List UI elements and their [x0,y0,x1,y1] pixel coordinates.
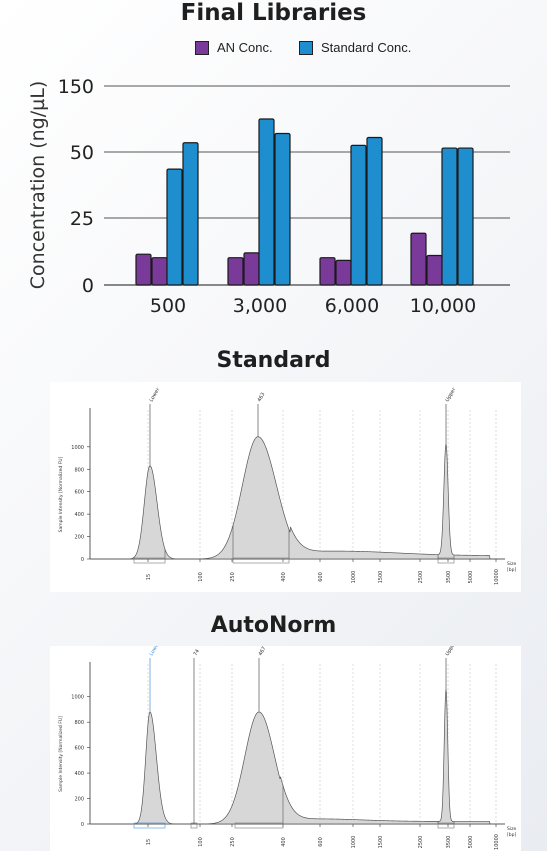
epg-y-axis-label: Sample Intensity [Normalized FU] [58,456,64,532]
bar-y-tick-label: 150 [58,76,94,98]
epg-x-tick-label: 1500 [378,571,384,584]
epg-region-box [437,822,455,829]
epg-region-box [133,557,166,564]
epg-y-tick-label: 400 [74,771,84,777]
epg-x-tick-label: 250 [230,837,236,847]
epg-y-tick-label: 1000 [71,445,84,451]
epg-peak-label: Upper [445,646,458,657]
epg-y-tick-label: 800 [74,467,84,473]
bar-x-tick-label: 3,000 [233,295,287,317]
bar [410,232,427,286]
epg-x-tick-label: 10000 [494,834,500,850]
epg-x-tick-label: 5000 [468,836,474,849]
autonorm-electropherogram: 0 200 400 600 800 1000 Sample Intensity [Norma… [50,646,521,851]
epg-y-tick-label: 600 [74,490,84,496]
epg-x-tick-label: 1500 [378,836,384,849]
epg-peak-label: 74 [193,648,201,657]
bar [274,132,291,286]
standard-title: Standard [216,348,331,373]
epg-x-tick-label: 600 [318,837,324,847]
epg-region-box [234,822,284,829]
bar [227,257,244,286]
epg-trace [90,436,505,560]
epg-y-tick-label: 1000 [71,695,84,701]
bar-marks [135,118,474,286]
bar [426,254,443,286]
epg-x-tick-label: 100 [198,572,204,582]
bar-y-tick-label: 0 [82,275,94,297]
bar [151,257,168,286]
epg-peak-label: 467 [258,646,268,657]
legend-label-standard: Standard Conc. [321,40,412,55]
epg-x-tick-label: 400 [281,572,287,582]
epg-y-tick-label: 600 [74,746,84,752]
final-libraries-title: Final Libraries [180,0,367,26]
bar [258,118,275,286]
epg-peak-label: 463 [257,392,267,403]
epg-x-tick-label: 3500 [446,836,452,849]
bar-x-tick-label: 10,000 [410,295,476,317]
bar-y-tick-label: 25 [70,208,94,230]
epg-x-axis-label: Size [507,561,516,567]
bar-axis-labels: 0 25 50 150 500 3,000 6,000 10,000 [58,76,477,317]
epg-y-axis-label: Sample Intensity [Normalized FU] [58,716,64,792]
epg-y-tick-label: 0 [81,557,84,563]
bar [335,259,352,286]
epg-x-tick-label: 400 [281,837,287,847]
epg-x-tick-label: 1000 [351,836,357,849]
epg-region-box [232,557,290,564]
epg-x-tick-label: 2500 [418,836,424,849]
epg-peak-label: Lower [149,386,162,403]
legend-label-an: AN Conc. [217,40,273,55]
epg-x-tick-label: 2500 [418,571,424,584]
epg-peak-label: Lower [149,646,162,657]
epg-x-tick-label: 5000 [468,571,474,584]
autonorm-title: AutoNorm [210,613,337,638]
bar [350,144,367,286]
bar [457,147,474,286]
bar [243,252,260,286]
epg-x-tick-label: 15 [146,839,152,845]
epg-y-tick-label: 200 [74,535,84,541]
bar [366,136,383,286]
legend-swatch-standard [299,41,313,55]
epg-y-tick-label: 400 [74,512,84,518]
bar-y-axis-label: Concentration (ng/µL) [27,81,49,289]
bar [166,168,183,286]
epg-y-tick-label: 800 [74,720,84,726]
epg-trace [90,689,505,825]
bar [441,147,458,286]
bar [135,253,152,286]
epg-x-axis-label: Size [507,826,516,832]
bar-x-tick-label: 6,000 [325,295,379,317]
bar-y-tick-label: 50 [70,142,94,164]
epg-x-tick-label: 100 [198,837,204,847]
epg-x-tick-label: 1000 [351,571,357,584]
final-libraries-bar-chart: 0 25 50 150 500 3,000 6,000 10,000 Concentratio… [27,76,510,317]
epg-x-tick-label: 250 [230,572,236,582]
epg-region-box [133,822,166,829]
epg-x-tick-label: 600 [318,572,324,582]
bar-x-tick-label: 500 [150,295,186,317]
epg-y-tick-label: 0 [81,822,84,828]
epg-x-tick-label: 10000 [494,569,500,585]
legend-swatch-an [195,41,209,55]
epg-x-axis-label-unit: [bp] [507,567,516,573]
epg-x-axis-label-unit: [bp] [507,832,516,838]
epg-x-tick-label: 3500 [446,571,452,584]
epg-y-tick-label: 200 [74,797,84,803]
bar [182,142,199,286]
epg-x-tick-label: 15 [146,574,152,580]
epg-region-box [437,557,455,564]
standard-electropherogram: 0 200 400 600 800 1000 Sample Intensity [Norma… [50,382,521,592]
bar [319,257,336,286]
epg-peak-label: Upper [445,386,458,403]
